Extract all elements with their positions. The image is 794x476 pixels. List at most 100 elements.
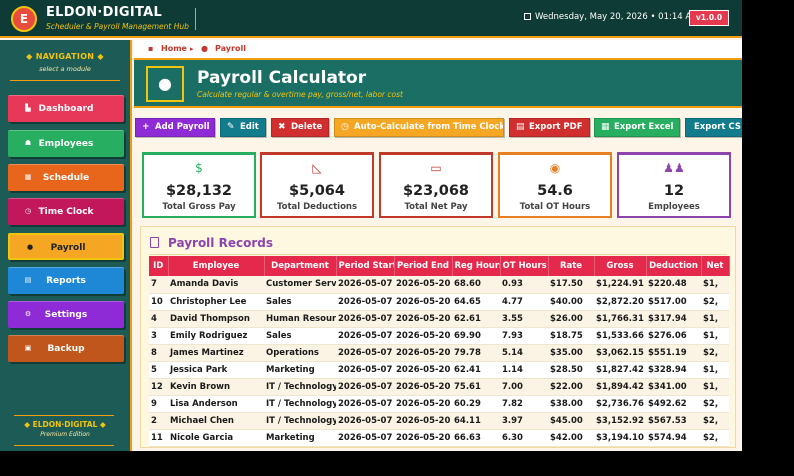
sidebar-item-label: Time Clock [38, 207, 94, 217]
stat-value: 12 [663, 183, 685, 199]
table-cell: Customer Service [264, 276, 336, 294]
brand-title: ELDON·DIGITAL [46, 5, 163, 20]
table-header-row: ID Employee Department Period Start Period E… [149, 256, 730, 276]
table-row[interactable]: 9 Lisa Anderson IT / Technology 2026-05-07 2… [149, 395, 729, 413]
export-pdf-button[interactable]: ▤ Export PDF [509, 118, 590, 137]
table-cell: 64.11 [452, 412, 500, 430]
chart-down-icon: ◺ [312, 161, 322, 175]
column-header[interactable]: Employee [168, 256, 265, 276]
home-icon: ▪ [148, 44, 154, 53]
table-cell: $2,872.20 [594, 293, 646, 311]
table-cell: 3.55 [500, 310, 548, 328]
column-header[interactable]: Period Start [336, 256, 395, 276]
sidebar-item-backup[interactable]: ▣ Backup [8, 335, 124, 362]
calendar-icon [524, 13, 531, 20]
column-header[interactable]: OT Hours [500, 256, 549, 276]
table-cell: James Martinez [168, 344, 264, 362]
report-icon: ▤ [24, 276, 32, 284]
column-header[interactable]: Department [264, 256, 337, 276]
table-cell: $26.00 [548, 310, 594, 328]
table-row[interactable]: 8 James Martinez Operations 2026-05-07 2026-… [149, 344, 729, 362]
breadcrumb-current: Payroll [215, 44, 246, 53]
auto-calculate-from-time-clock-button[interactable]: ◷ Auto-Calculate from Time Clock [334, 118, 504, 137]
table-cell: 10 [149, 293, 168, 311]
table-cell: 8 [149, 344, 168, 362]
stat-label: Employees [648, 202, 700, 212]
stat-card-total-net-pay: ▭ $23,068 Total Net Pay [379, 152, 493, 218]
edit-button[interactable]: ✎ Edit [220, 118, 266, 137]
table-cell: David Thompson [168, 310, 264, 328]
stat-label: Total Gross Pay [162, 202, 236, 212]
sidebar-item-reports[interactable]: ▤ Reports [8, 267, 124, 294]
table-cell: $42.00 [548, 429, 594, 447]
table-cell: $551.19 [646, 344, 701, 362]
sidebar-item-label: Reports [46, 276, 86, 286]
table-row[interactable]: 5 Jessica Park Marketing 2026-05-07 2026-05-… [149, 361, 729, 379]
table-cell: 2026-05-07 [336, 293, 394, 311]
stat-card-total-deductions: ◺ $5,064 Total Deductions [260, 152, 374, 218]
money-icon: $ [195, 161, 203, 175]
export-cs-button[interactable]: Export CS [685, 118, 742, 137]
sidebar-item-settings[interactable]: ⚙ Settings [8, 301, 124, 328]
column-header[interactable]: Gross [594, 256, 647, 276]
table-cell: 2026-05-20 [394, 429, 452, 447]
table-cell: $341.00 [646, 378, 701, 396]
column-header[interactable]: ID [149, 256, 169, 276]
sidebar-divider-bottom [14, 445, 114, 446]
table-cell: $2,736.76 [594, 395, 646, 413]
stat-value: 54.6 [537, 183, 573, 199]
version-badge: v1.0.0 [689, 10, 729, 26]
column-header[interactable]: Rate [548, 256, 595, 276]
sidebar-item-schedule[interactable]: ▦ Schedule [8, 164, 124, 191]
pencil-icon: ✎ [227, 122, 235, 132]
table-cell: 12 [149, 378, 168, 396]
table-cell: 2026-05-20 [394, 378, 452, 396]
pdf-icon: ▤ [516, 122, 525, 132]
table-cell: $35.00 [548, 344, 594, 362]
breadcrumb-home[interactable]: Home [161, 44, 187, 53]
table-row[interactable]: 10 Christopher Lee Sales 2026-05-07 2026-05-… [149, 293, 729, 311]
table-cell: $3,062.15 [594, 344, 646, 362]
stat-card-total-ot-hours: ◉ 54.6 Total OT Hours [498, 152, 612, 218]
table-cell: 2026-05-07 [336, 429, 394, 447]
sidebar-item-dashboard[interactable]: ▙ Dashboard [8, 95, 124, 122]
table-cell: 5.14 [500, 344, 548, 362]
table-cell: 2026-05-20 [394, 293, 452, 311]
add-payroll-button[interactable]: + Add Payroll [135, 118, 215, 137]
users-icon: ♟♟ [663, 161, 685, 175]
column-header[interactable]: Net [701, 256, 730, 276]
sidebar-item-payroll[interactable]: ● Payroll [8, 233, 124, 260]
table-cell: 2026-05-07 [336, 327, 394, 345]
sidebar-item-employees[interactable]: ☗ Employees [8, 130, 124, 157]
alarm-icon: ◉ [549, 161, 561, 175]
column-header[interactable]: Period End [394, 256, 453, 276]
table-cell: 2026-05-07 [336, 378, 394, 396]
sidebar-item-time-clock[interactable]: ◷ Time Clock [8, 198, 124, 225]
column-header[interactable]: Deduction [646, 256, 702, 276]
table-cell: $17.50 [548, 276, 594, 294]
table-cell: $220.48 [646, 276, 701, 294]
delete-button[interactable]: ✖ Delete [271, 118, 329, 137]
table-cell: 2026-05-07 [336, 412, 394, 430]
stat-label: Total Deductions [276, 202, 358, 212]
table-cell: 5 [149, 361, 168, 379]
page-subtitle: Calculate regular & overtime pay, gross/… [197, 90, 403, 99]
stat-card-total-gross-pay: $ $28,132 Total Gross Pay [142, 152, 256, 218]
table-cell: 9 [149, 395, 168, 413]
table-row[interactable]: 3 Emily Rodriguez Sales 2026-05-07 2026-05-2… [149, 327, 729, 345]
table-cell: $45.00 [548, 412, 594, 430]
sidebar-item-label: Dashboard [38, 104, 94, 114]
export-excel-button[interactable]: ▦ Export Excel [594, 118, 680, 137]
table-row[interactable]: 2 Michael Chen IT / Technology 2026-05-07 20… [149, 412, 729, 430]
table-row[interactable]: 12 Kevin Brown IT / Technology 2026-05-07 20… [149, 378, 729, 396]
table-row[interactable]: 11 Nicole Garcia Marketing 2026-05-07 2026-0… [149, 429, 729, 447]
sidebar-edition: Premium Edition [40, 431, 90, 438]
column-header[interactable]: Reg Hours [452, 256, 501, 276]
clock-icon: ◷ [341, 122, 349, 132]
toolbar-button-label: Export Excel [614, 122, 674, 132]
table-cell: Emily Rodriguez [168, 327, 264, 345]
table-cell: $1, [701, 310, 729, 328]
table-cell: 11 [149, 429, 168, 447]
